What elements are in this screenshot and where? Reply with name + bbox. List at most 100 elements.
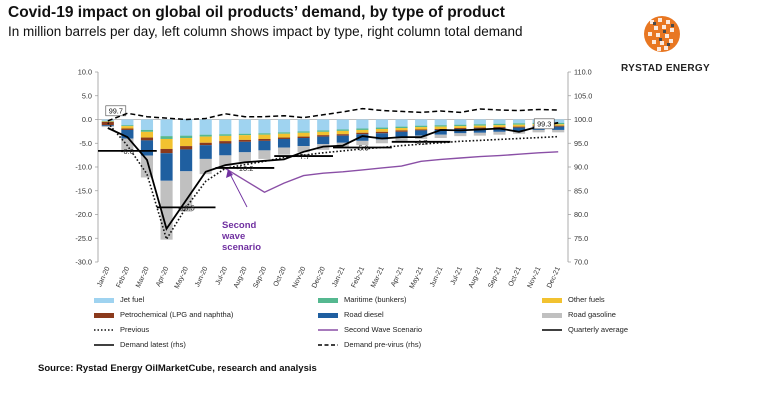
- quarterly-average-label: -18.5: [178, 203, 195, 212]
- bar-segment: [356, 119, 369, 129]
- bar-segment: [336, 134, 349, 136]
- bar-segment: [415, 127, 428, 130]
- bar-segment: [415, 119, 428, 126]
- bar-segment: [160, 153, 173, 181]
- second-wave-annotation-text: scenario: [222, 242, 261, 253]
- bar-segment: [199, 142, 212, 146]
- bar-segment: [395, 137, 408, 142]
- bar-segment: [297, 146, 310, 153]
- bar-segment: [493, 119, 506, 124]
- x-tick-label: Jun-21: [429, 266, 444, 288]
- bar-segment: [199, 136, 212, 143]
- bar-segment: [140, 137, 154, 141]
- x-tick-label: Mar-21: [370, 266, 386, 289]
- bar-segment: [375, 129, 389, 132]
- bar-segment: [493, 127, 506, 129]
- bar-segment: [512, 124, 526, 127]
- second-wave-scenario-line: [224, 151, 559, 193]
- bar-segment: [258, 138, 271, 141]
- bar-segment: [277, 137, 291, 139]
- left-tick-label: 10.0: [78, 68, 92, 77]
- bar-segment: [493, 125, 506, 128]
- x-tick-label: Feb-21: [350, 266, 366, 289]
- x-tick-label: Jan-21: [331, 266, 346, 288]
- bar-segment: [121, 125, 134, 127]
- bar-segment: [258, 133, 271, 135]
- annotation-arrow-head: [226, 169, 233, 178]
- left-tick-label: -30.0: [75, 258, 92, 267]
- bar-segment: [552, 124, 565, 126]
- bar-segment: [552, 129, 565, 133]
- x-tick-label: May-21: [409, 266, 425, 290]
- bar-segment: [473, 124, 486, 126]
- bar-segment: [219, 141, 232, 144]
- right-tick-label: 90.0: [574, 163, 588, 172]
- bar-segment: [375, 133, 389, 140]
- bar-segment: [395, 128, 408, 131]
- left-tick-label: 0.0: [82, 115, 92, 124]
- x-tick-label: Feb-20: [115, 266, 131, 289]
- bar-segment: [317, 136, 330, 145]
- bar-segment: [297, 136, 310, 139]
- bar-segment: [434, 129, 447, 135]
- x-tick-label: Apr-21: [390, 266, 405, 288]
- demand-value-label: 99.7: [109, 106, 123, 115]
- left-tick-label: -20.0: [75, 210, 92, 219]
- bar-segment: [512, 123, 526, 125]
- bar-segment: [277, 132, 291, 134]
- bar-segment: [512, 119, 526, 124]
- bar-segment: [473, 127, 486, 129]
- bar-segment: [160, 136, 173, 139]
- demand-value-box: [105, 105, 127, 117]
- bar-segment: [395, 126, 408, 129]
- bar-segment: [180, 146, 193, 150]
- bar-segment: [219, 155, 232, 167]
- right-tick-label: 100.0: [574, 115, 592, 124]
- brand-name: RYSTAD ENERGY: [621, 63, 710, 74]
- bar-segment: [395, 131, 408, 138]
- bar-segment: [375, 119, 389, 128]
- bar-segment: [238, 152, 251, 162]
- bar-segment: [258, 140, 271, 151]
- bar-segment: [552, 126, 565, 130]
- bar-segment: [121, 129, 134, 139]
- bar-segment: [297, 131, 310, 133]
- x-tick-label: Jul-21: [450, 266, 464, 286]
- left-tick-label: -5.0: [79, 139, 92, 148]
- bar-segment: [336, 129, 349, 131]
- bar-segment: [473, 125, 486, 128]
- x-tick-label: Aug-21: [468, 266, 484, 290]
- bar-segment: [180, 119, 193, 136]
- bar-segment: [160, 119, 173, 137]
- right-tick-label: 105.0: [574, 91, 592, 100]
- bar-segment: [454, 124, 467, 127]
- bar-segment: [336, 130, 349, 135]
- quarterly-average-label: -6.6: [121, 147, 134, 156]
- bar-segment: [473, 128, 486, 133]
- bar-segment: [395, 119, 408, 127]
- demand-value-label: 99.3: [537, 119, 551, 128]
- bar-segment: [180, 138, 193, 147]
- bar-segment: [140, 119, 154, 130]
- bar-segment: [317, 131, 330, 136]
- bar-segment: [219, 134, 232, 136]
- bar-segment: [356, 128, 369, 130]
- bar-segment: [101, 125, 114, 127]
- bar-segment: [552, 119, 565, 123]
- chart-title: Covid-19 impact on global oil products’ …: [8, 4, 505, 21]
- bar-segment: [238, 135, 251, 140]
- x-tick-label: Oct-20: [273, 266, 288, 288]
- bar-segment: [297, 132, 310, 137]
- x-tick-label: Nov-21: [527, 266, 543, 290]
- x-tick-label: Oct-21: [508, 266, 523, 288]
- previous-line: [107, 122, 559, 242]
- bar-segment: [238, 139, 251, 142]
- right-tick-label: 75.0: [574, 234, 588, 243]
- bar-segment: [317, 130, 330, 132]
- bar-segment: [434, 126, 447, 129]
- bar-segment: [356, 132, 369, 135]
- x-tick-label: Sep-20: [252, 266, 268, 290]
- left-tick-label: -25.0: [75, 234, 92, 243]
- bar-segment: [415, 130, 428, 136]
- x-tick-label: May-20: [174, 266, 190, 290]
